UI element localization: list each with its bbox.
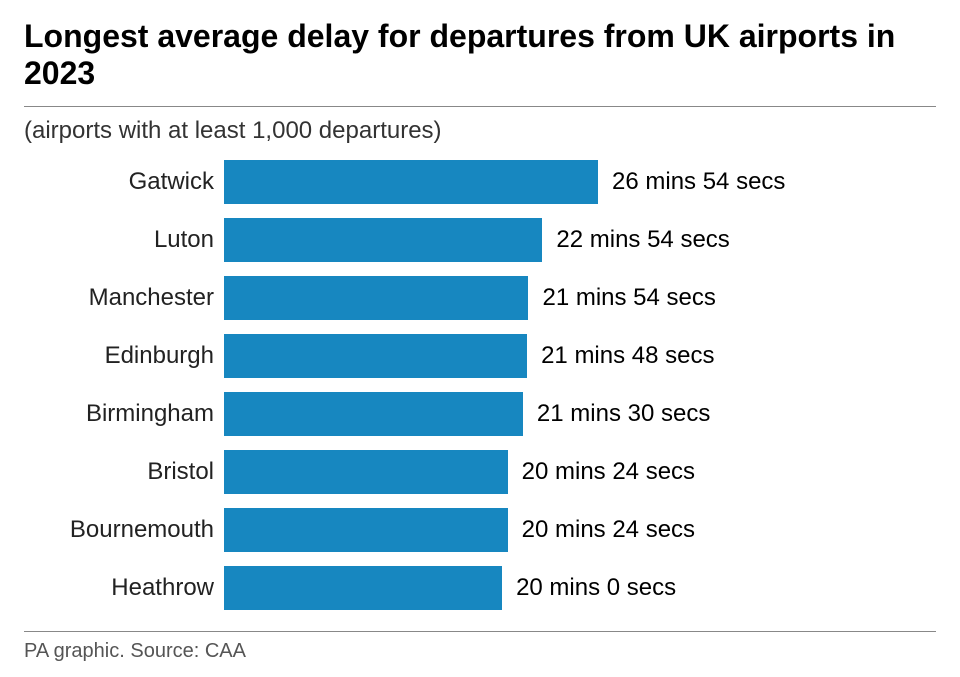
bar-area: 21 mins 48 secs — [224, 334, 936, 378]
chart-source: PA graphic. Source: CAA — [24, 640, 936, 663]
bar-label: Bournemouth — [24, 516, 224, 544]
bar-area: 21 mins 30 secs — [224, 392, 936, 436]
bar-value: 20 mins 24 secs — [522, 516, 695, 544]
bar-row: Luton 22 mins 54 secs — [24, 217, 936, 263]
bar-row: Manchester 21 mins 54 secs — [24, 275, 936, 321]
bar — [224, 392, 523, 436]
bar — [224, 218, 542, 262]
bar-value: 20 mins 0 secs — [516, 574, 676, 602]
bar-value: 21 mins 30 secs — [537, 400, 710, 428]
bar-label: Birmingham — [24, 400, 224, 428]
bar-value: 22 mins 54 secs — [556, 226, 729, 254]
bar-label: Edinburgh — [24, 342, 224, 370]
bar-value: 21 mins 48 secs — [541, 342, 714, 370]
bar-label: Luton — [24, 226, 224, 254]
bar-area: 22 mins 54 secs — [224, 218, 936, 262]
bar — [224, 160, 598, 204]
top-divider — [24, 106, 936, 107]
bar — [224, 276, 528, 320]
bottom-divider — [24, 631, 936, 632]
bar-label: Bristol — [24, 458, 224, 486]
bar-value: 26 mins 54 secs — [612, 168, 785, 196]
bar-row: Birmingham 21 mins 30 secs — [24, 391, 936, 437]
bar-label: Heathrow — [24, 574, 224, 602]
bar — [224, 566, 502, 610]
bar-area: 21 mins 54 secs — [224, 276, 936, 320]
bar-area: 20 mins 0 secs — [224, 566, 936, 610]
chart-container: Longest average delay for departures fro… — [0, 0, 960, 677]
bar-row: Heathrow 20 mins 0 secs — [24, 565, 936, 611]
bar — [224, 334, 527, 378]
chart-title: Longest average delay for departures fro… — [24, 18, 936, 92]
bar-row: Bournemouth 20 mins 24 secs — [24, 507, 936, 553]
bar-value: 21 mins 54 secs — [542, 284, 715, 312]
bar-row: Edinburgh 21 mins 48 secs — [24, 333, 936, 379]
bar-label: Manchester — [24, 284, 224, 312]
bar-area: 26 mins 54 secs — [224, 160, 936, 204]
bar — [224, 508, 508, 552]
chart-subtitle: (airports with at least 1,000 departures… — [24, 117, 936, 145]
bar-chart: Gatwick 26 mins 54 secs Luton 22 mins 54 se… — [24, 159, 936, 611]
bar-area: 20 mins 24 secs — [224, 508, 936, 552]
bar — [224, 450, 508, 494]
bar-row: Bristol 20 mins 24 secs — [24, 449, 936, 495]
bar-area: 20 mins 24 secs — [224, 450, 936, 494]
bar-row: Gatwick 26 mins 54 secs — [24, 159, 936, 205]
bar-value: 20 mins 24 secs — [522, 458, 695, 486]
bar-label: Gatwick — [24, 168, 224, 196]
